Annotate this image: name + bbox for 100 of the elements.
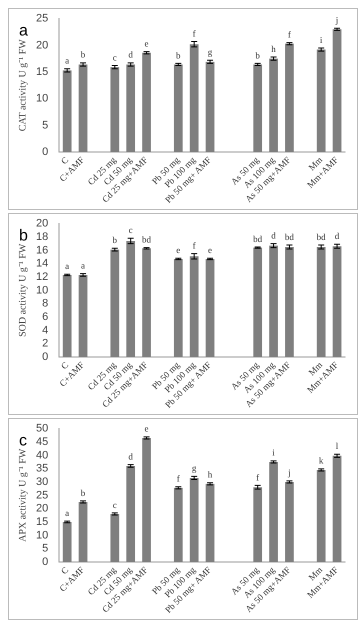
y-tick-label: 10	[36, 92, 48, 105]
bar	[126, 240, 136, 357]
y-tick-label: 2	[42, 338, 48, 350]
annotation: h	[271, 44, 276, 54]
y-tick-label: 30	[36, 476, 48, 488]
annotation: a	[65, 56, 70, 66]
annotation: a	[81, 260, 86, 270]
y-tick-label: 14	[36, 258, 48, 270]
annotation: f	[192, 28, 196, 38]
bar	[285, 482, 294, 562]
y-tick-label: 50	[36, 422, 48, 435]
bar	[62, 522, 72, 562]
annotation: bd	[142, 234, 152, 244]
bar	[285, 44, 294, 152]
bar	[316, 50, 326, 152]
y-tick-label: 12	[36, 270, 48, 283]
bar	[269, 246, 278, 357]
y-tick-label: 5	[42, 542, 48, 555]
bar	[142, 438, 151, 562]
chart-title: a	[19, 22, 28, 40]
annotation: f	[288, 29, 291, 40]
bar	[78, 274, 88, 357]
bar	[78, 502, 88, 562]
y-tick-label: 15	[36, 66, 48, 78]
chart-title: c	[19, 432, 27, 450]
bar	[174, 488, 183, 562]
bar	[78, 64, 88, 152]
y-tick-label: 0	[42, 146, 48, 158]
y-tick-label: 45	[36, 436, 48, 448]
bar	[190, 44, 199, 152]
y-tick-label: 20	[36, 502, 48, 515]
bar	[62, 274, 72, 357]
annotation: f	[192, 240, 196, 250]
annotation: f	[256, 472, 260, 482]
bar	[269, 462, 278, 562]
y-tick-label: 18	[36, 230, 48, 243]
bar	[332, 246, 342, 357]
annotation: b	[112, 235, 118, 246]
annotation: bd	[316, 232, 326, 242]
bar	[142, 248, 151, 357]
annotation: j	[334, 15, 338, 26]
bar	[253, 487, 262, 562]
annotation: d	[128, 50, 134, 60]
y-axis-title: SOD activity U g⁻¹ FW	[18, 243, 29, 337]
y-tick-label: 6	[42, 311, 48, 324]
y-tick-label: 15	[36, 516, 48, 528]
bar	[126, 466, 136, 562]
y-tick-label: 25	[36, 12, 48, 25]
bar	[190, 478, 199, 562]
bar	[190, 256, 199, 357]
y-tick-label: 25	[36, 489, 48, 502]
annotation: b	[255, 50, 260, 60]
bar	[332, 29, 342, 152]
annotation: d	[128, 451, 134, 462]
annotation: d	[271, 230, 276, 240]
annotation: c	[128, 225, 133, 236]
y-tick-label: 40	[36, 449, 48, 462]
bar	[206, 258, 214, 357]
bar	[110, 250, 120, 357]
y-tick-label: 0	[42, 556, 48, 568]
annotation: g	[208, 47, 213, 58]
bar	[253, 248, 262, 357]
bar	[62, 70, 72, 152]
annotation: l	[336, 441, 339, 452]
y-tick-label: 10	[36, 529, 48, 542]
annotation: a	[65, 508, 70, 518]
bar	[316, 246, 326, 357]
y-tick-label: 16	[36, 244, 48, 256]
bar	[110, 67, 120, 152]
bar	[316, 470, 326, 562]
annotation: f	[176, 474, 180, 484]
y-tick-label: 10	[36, 284, 48, 296]
annotation: b	[80, 488, 86, 498]
y-axis-title: CAT activity U g⁻¹ FW	[18, 38, 29, 132]
annotation: k	[318, 456, 324, 466]
y-axis-title: APX activity U g⁻¹ FW	[18, 448, 29, 542]
annotation: h	[208, 470, 213, 480]
bar	[269, 58, 278, 152]
annotation: b	[80, 50, 86, 60]
bar	[110, 514, 120, 562]
bar	[285, 246, 294, 357]
annotation: bd	[284, 232, 294, 242]
annotation: a	[65, 261, 70, 272]
bar	[332, 456, 342, 562]
annotation: e	[176, 245, 180, 256]
y-tick-label: 5	[42, 119, 48, 132]
annotation: bd	[253, 234, 263, 244]
bar	[142, 52, 151, 152]
annotation: c	[112, 52, 117, 62]
annotation: b	[176, 50, 182, 60]
annotation: i	[272, 448, 276, 458]
annotation: c	[112, 500, 117, 510]
bar	[206, 62, 214, 152]
bar	[253, 64, 262, 152]
y-tick-label: 20	[36, 39, 48, 52]
bar	[174, 258, 183, 357]
annotation: g	[192, 463, 197, 474]
bar	[126, 64, 136, 152]
y-tick-label: 8	[42, 298, 48, 310]
y-tick-label: 0	[42, 351, 48, 364]
